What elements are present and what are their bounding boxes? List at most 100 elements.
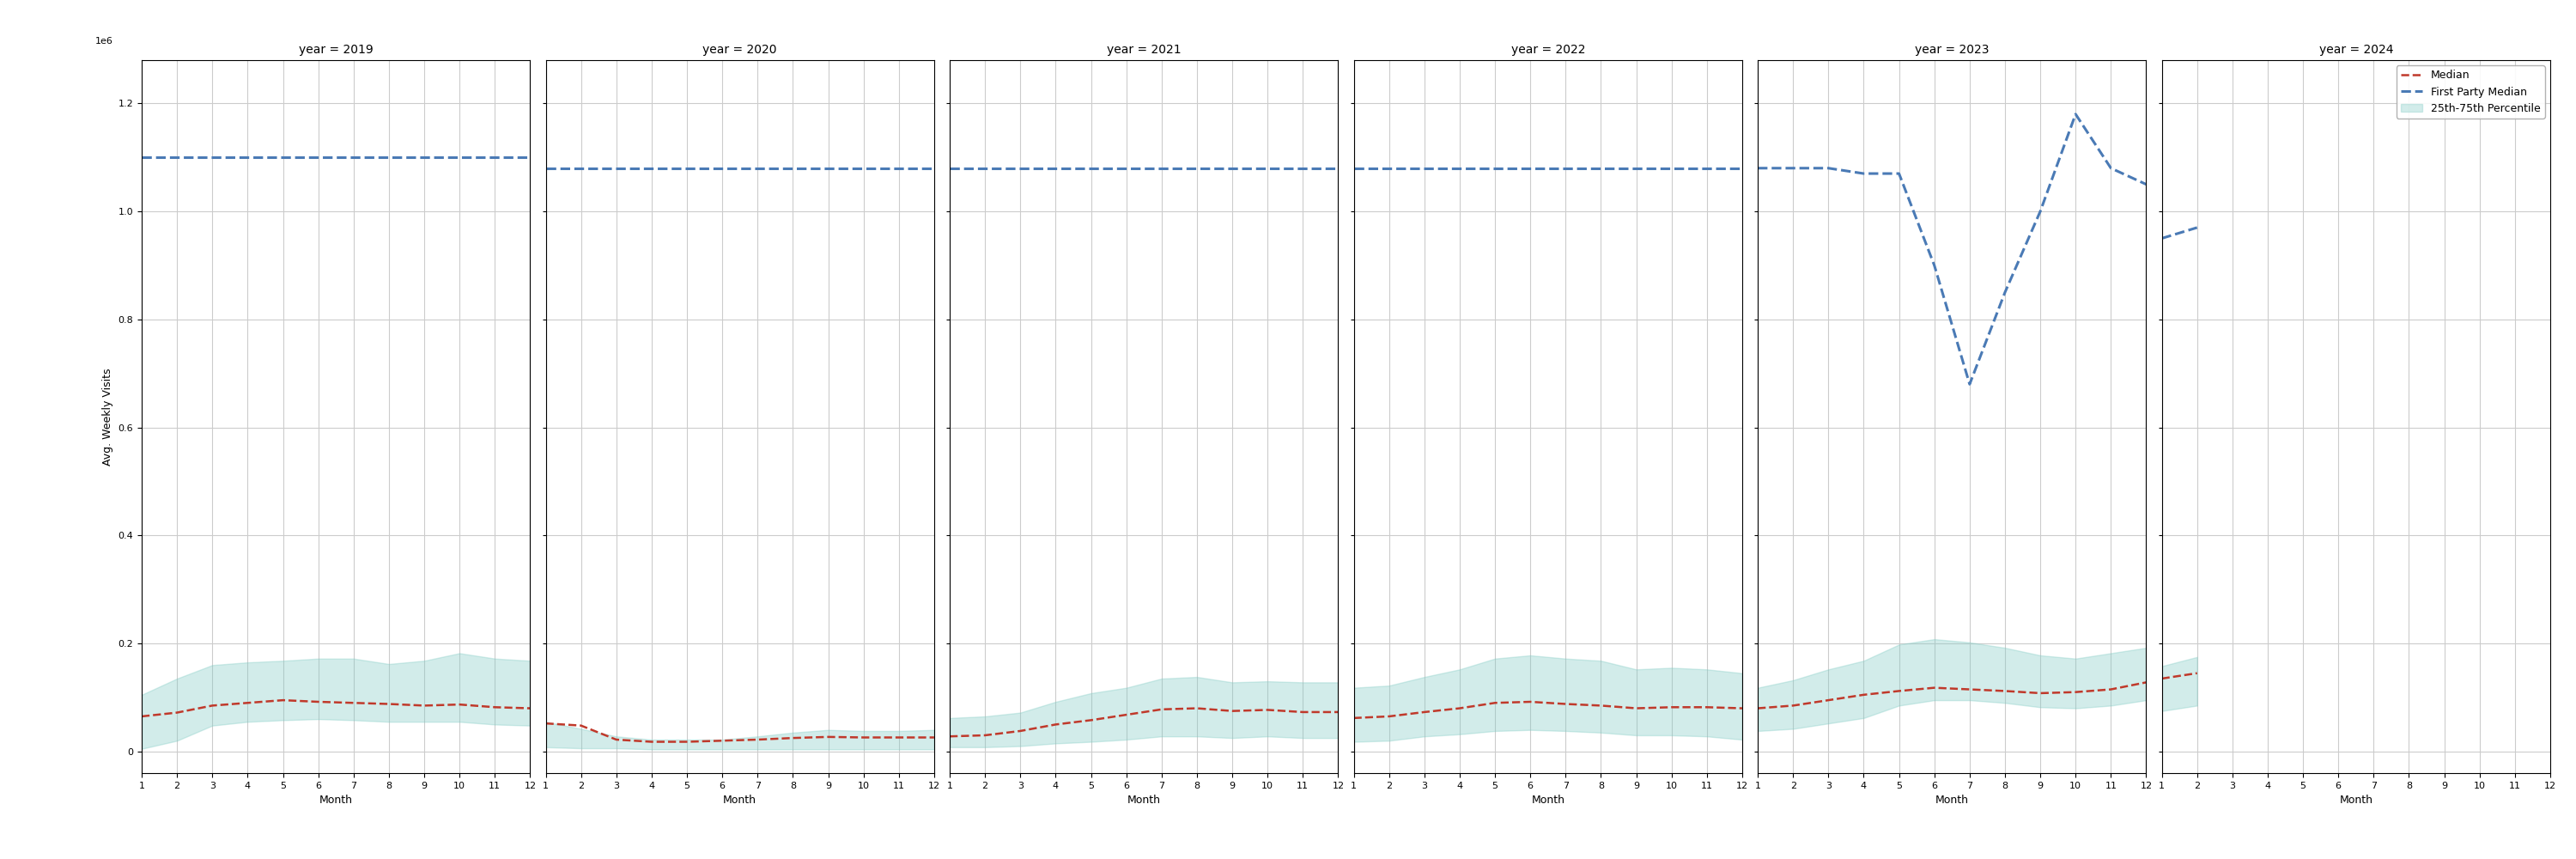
Title: year = 2023: year = 2023 bbox=[1914, 44, 1989, 56]
First Party Median bbox=[884, 163, 914, 174]
Line: Median: Median bbox=[2161, 673, 2197, 679]
First Party Median bbox=[567, 163, 598, 174]
Median bbox=[2146, 673, 2177, 684]
First Party Median bbox=[126, 152, 157, 162]
Title: year = 2021: year = 2021 bbox=[1108, 44, 1182, 56]
Median bbox=[2130, 677, 2161, 687]
X-axis label: Month: Month bbox=[1530, 795, 1564, 806]
First Party Median bbox=[410, 152, 440, 162]
First Party Median bbox=[1479, 163, 1510, 174]
Median bbox=[304, 697, 335, 707]
First Party Median bbox=[1216, 163, 1247, 174]
Legend: Median, First Party Median, 25th-75th Percentile: Median, First Party Median, 25th-75th Pe… bbox=[2396, 65, 2545, 119]
Title: year = 2022: year = 2022 bbox=[1512, 44, 1584, 56]
First Party Median bbox=[1741, 163, 1772, 174]
Median bbox=[1409, 707, 1440, 717]
First Party Median bbox=[1620, 163, 1651, 174]
Median bbox=[196, 700, 227, 710]
First Party Median bbox=[1445, 163, 1476, 174]
First Party Median bbox=[443, 152, 474, 162]
First Party Median bbox=[1077, 163, 1108, 174]
Median bbox=[636, 737, 667, 747]
First Party Median bbox=[2146, 233, 2177, 244]
Median bbox=[706, 735, 737, 746]
Median bbox=[1288, 707, 1319, 717]
First Party Median bbox=[1777, 163, 1808, 174]
Median bbox=[920, 732, 951, 742]
Median bbox=[778, 733, 809, 743]
Line: Median: Median bbox=[142, 700, 531, 716]
First Party Median bbox=[162, 152, 193, 162]
Title: year = 2019: year = 2019 bbox=[299, 44, 374, 56]
First Party Median bbox=[672, 163, 703, 174]
First Party Median bbox=[920, 163, 951, 174]
Median bbox=[1620, 704, 1651, 714]
Median bbox=[848, 732, 878, 742]
First Party Median bbox=[1340, 163, 1370, 174]
First Party Median bbox=[1321, 163, 1352, 174]
Median bbox=[1479, 698, 1510, 708]
Median bbox=[1041, 719, 1072, 729]
First Party Median bbox=[1726, 163, 1757, 174]
Median bbox=[1726, 704, 1757, 714]
First Party Median bbox=[515, 152, 546, 162]
First Party Median bbox=[1955, 379, 1986, 389]
First Party Median bbox=[531, 163, 562, 174]
X-axis label: Month: Month bbox=[724, 795, 757, 806]
Median bbox=[1216, 706, 1247, 716]
Median bbox=[1373, 711, 1404, 722]
Median bbox=[672, 737, 703, 747]
First Party Median bbox=[1584, 163, 1615, 174]
Median bbox=[443, 699, 474, 710]
Median bbox=[1321, 707, 1352, 717]
Median bbox=[1692, 702, 1723, 712]
First Party Median bbox=[1883, 168, 1914, 179]
Y-axis label: Avg. Weekly Visits: Avg. Weekly Visits bbox=[103, 368, 113, 466]
Median bbox=[1005, 726, 1036, 736]
Median bbox=[884, 732, 914, 742]
Median bbox=[1989, 685, 2020, 696]
First Party Median bbox=[2094, 163, 2125, 174]
Median bbox=[479, 702, 510, 712]
First Party Median bbox=[1288, 163, 1319, 174]
Line: First Party Median: First Party Median bbox=[2161, 228, 2197, 238]
X-axis label: Month: Month bbox=[319, 795, 353, 806]
Median bbox=[1515, 697, 1546, 707]
First Party Median bbox=[1041, 163, 1072, 174]
First Party Median bbox=[232, 152, 263, 162]
First Party Median bbox=[374, 152, 404, 162]
Median bbox=[162, 708, 193, 718]
Median bbox=[1955, 685, 1986, 695]
First Party Median bbox=[1515, 163, 1546, 174]
Median bbox=[1777, 700, 1808, 710]
First Party Median bbox=[1919, 260, 1950, 271]
First Party Median bbox=[1005, 163, 1036, 174]
First Party Median bbox=[2130, 180, 2161, 190]
First Party Median bbox=[706, 163, 737, 174]
X-axis label: Month: Month bbox=[1128, 795, 1162, 806]
Median bbox=[410, 700, 440, 710]
Median bbox=[531, 718, 562, 728]
First Party Median bbox=[848, 163, 878, 174]
First Party Median bbox=[1409, 163, 1440, 174]
First Party Median bbox=[2061, 109, 2092, 119]
Median bbox=[1110, 710, 1141, 720]
First Party Median bbox=[969, 163, 999, 174]
Median bbox=[2025, 688, 2056, 698]
Median bbox=[1919, 683, 1950, 693]
First Party Median bbox=[600, 163, 631, 174]
Median bbox=[1340, 713, 1370, 723]
Title: year = 2024: year = 2024 bbox=[2318, 44, 2393, 56]
Median bbox=[1551, 699, 1582, 710]
X-axis label: Month: Month bbox=[2339, 795, 2372, 806]
First Party Median bbox=[814, 163, 845, 174]
First Party Median bbox=[636, 163, 667, 174]
First Party Median bbox=[2025, 206, 2056, 216]
Line: Median: Median bbox=[951, 709, 1337, 736]
First Party Median bbox=[778, 163, 809, 174]
Median bbox=[1741, 704, 1772, 714]
Median bbox=[337, 698, 368, 708]
Median bbox=[742, 734, 773, 745]
X-axis label: Month: Month bbox=[1935, 795, 1968, 806]
First Party Median bbox=[1373, 163, 1404, 174]
